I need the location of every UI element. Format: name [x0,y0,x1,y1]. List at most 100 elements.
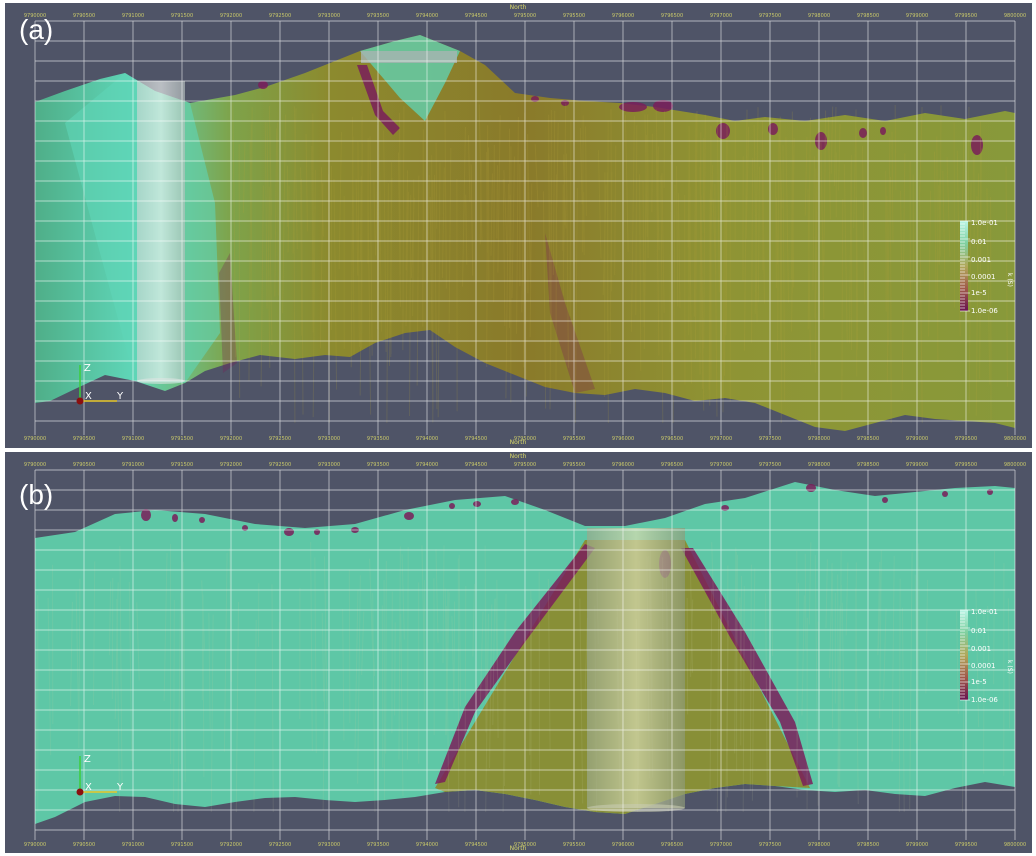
x-tick-label: 9794500 [465,13,487,19]
triad-x-label: X [85,782,92,793]
x-tick-label: 9798500 [857,842,879,848]
x-tick-label: 9795500 [563,436,585,442]
triad-z-label: Z [84,363,91,374]
top-axis-title: North [510,4,527,11]
x-tick-label: 9794000 [416,436,438,442]
x-tick-label: 9794000 [416,842,438,848]
x-tick-label: 9792000 [220,842,242,848]
x-tick-label: 9791000 [122,436,144,442]
x-tick-label: 9798000 [808,842,830,848]
x-tick-label: 9791000 [122,13,144,19]
panel-label: (b) [19,479,53,510]
x-tick-label: 9800000 [1004,13,1026,19]
x-tick-label: 9795000 [514,462,536,468]
x-tick-label: 9799500 [955,462,977,468]
x-tick-label: 9798500 [857,13,879,19]
x-tick-label: 9791500 [171,13,193,19]
bottom-axis-title: North [510,845,527,852]
x-axis-dot-icon [77,789,84,796]
x-tick-label: 9795500 [563,13,585,19]
x-tick-label: 9798500 [857,462,879,468]
x-tick-label: 9794000 [416,13,438,19]
x-tick-label: 9799500 [955,842,977,848]
x-tick-label: 9793500 [367,842,389,848]
colorbar-label: 0.001 [971,256,991,264]
x-tick-label: 9797500 [759,462,781,468]
x-tick-label: 9800000 [1004,436,1026,442]
x-tick-label: 9792000 [220,436,242,442]
panel-a: 9790000 9790500 9791000 9791500 9792000 97925… [5,3,1032,448]
x-tick-label: 9790000 [24,462,46,468]
colorbar-label: 1e-5 [971,678,987,686]
x-tick-label: 9800000 [1004,462,1026,468]
x-tick-label: 9795500 [563,842,585,848]
x-tick-label: 9796500 [661,13,683,19]
x-tick-label: 9794500 [465,436,487,442]
x-tick-label: 9792500 [269,462,291,468]
x-tick-label: 9799000 [906,436,928,442]
top-tick-labels: 9790000 9790500 9791000 9791500 9792000 97925… [24,13,1026,19]
x-tick-label: 9794500 [465,842,487,848]
colorbar-label: 0.0001 [971,662,996,670]
colorbar-label-min: 1.0e-06 [971,696,998,704]
top-axis-title: North [510,453,527,460]
grid-lines [35,21,1015,435]
x-tick-label: 9791500 [171,842,193,848]
x-tick-label: 9790500 [73,842,95,848]
panel-b-viewport[interactable]: 9790000 9790500 9791000 9791500 9792000 97925… [5,452,1032,853]
x-tick-label: 9798500 [857,436,879,442]
x-tick-label: 9794500 [465,462,487,468]
triad-y-label: Y [116,391,124,402]
x-tick-label: 9796000 [612,842,634,848]
transmitter-cylinder [137,81,185,381]
x-tick-label: 9790500 [73,13,95,19]
panel-label: (a) [19,14,53,45]
triad-x-label: X [85,391,92,402]
x-tick-label: 9798000 [808,436,830,442]
x-tick-label: 9797500 [759,436,781,442]
x-tick-label: 9793500 [367,436,389,442]
x-tick-label: 9797000 [710,13,732,19]
x-tick-label: 9799500 [955,13,977,19]
x-tick-label: 9796000 [612,462,634,468]
x-tick-label: 9792000 [220,13,242,19]
colorbar-label: 0.01 [971,238,987,246]
grid-lines [35,470,1015,840]
bottom-axis-title: North [510,439,527,446]
x-tick-label: 9796500 [661,436,683,442]
x-tick-label: 9791000 [122,842,144,848]
x-tick-label: 9792000 [220,462,242,468]
x-tick-label: 9792500 [269,13,291,19]
x-tick-label: 9793000 [318,842,340,848]
colorbar-title: k (S) [1006,273,1013,287]
x-tick-label: 9791500 [171,462,193,468]
x-tick-label: 9791000 [122,462,144,468]
colorbar-label-max: 1.0e-01 [971,219,998,227]
x-tick-label: 9800000 [1004,842,1026,848]
colorbar-label-min: 1.0e-06 [971,307,998,315]
x-tick-label: 9795500 [563,462,585,468]
x-tick-label: 9799000 [906,842,928,848]
x-tick-label: 9798000 [808,13,830,19]
x-tick-label: 9797000 [710,436,732,442]
panel-a-viewport[interactable]: 9790000 9790500 9791000 9791500 9792000 97925… [5,3,1032,448]
x-tick-label: 9796000 [612,13,634,19]
x-tick-label: 9799500 [955,436,977,442]
x-tick-label: 9797500 [759,842,781,848]
x-tick-label: 9790000 [24,436,46,442]
colorbar-label-max: 1.0e-01 [971,608,998,616]
x-tick-label: 9796000 [612,436,634,442]
panel-b: 9790000 9790500 9791000 9791500 9792000 97925… [5,452,1032,853]
x-tick-label: 9793000 [318,13,340,19]
triad-y-label: Y [116,782,124,793]
x-tick-label: 9792500 [269,842,291,848]
x-tick-label: 9797000 [710,462,732,468]
colorbar-label: 0.0001 [971,273,996,281]
top-tick-labels: 9790000 9790500 9791000 9791500 9792000 97925… [24,462,1026,468]
x-tick-label: 9791500 [171,436,193,442]
x-tick-label: 9796500 [661,462,683,468]
x-tick-label: 9790000 [24,842,46,848]
x-tick-label: 9793000 [318,436,340,442]
colorbar-label: 0.001 [971,645,991,653]
